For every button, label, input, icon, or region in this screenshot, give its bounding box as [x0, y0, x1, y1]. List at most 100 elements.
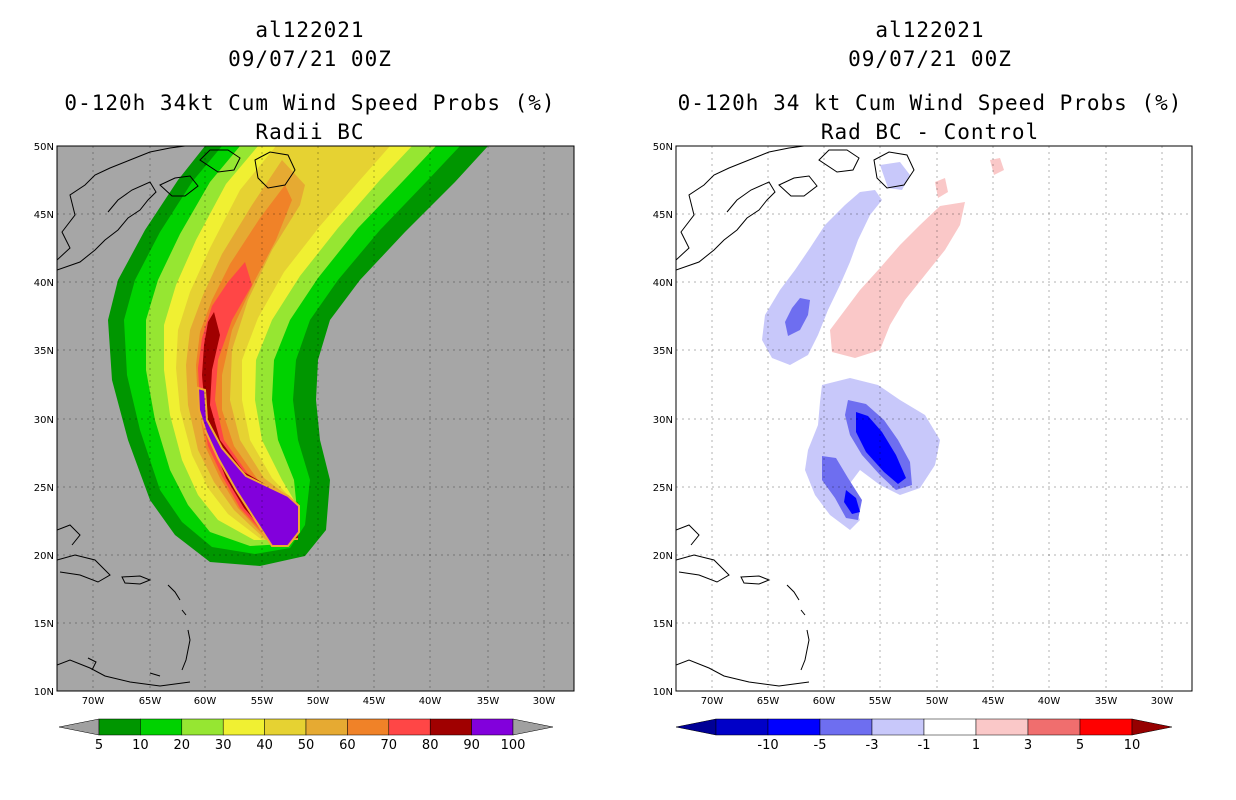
lon-label: 65W [757, 696, 780, 707]
left-colorbar-label: 30 [215, 738, 232, 753]
left-title: 0-120h 34kt Cum Wind Speed Probs (%) [64, 91, 556, 115]
right-colorbar-label: -1 [918, 738, 931, 753]
lat-label: 30N [653, 415, 673, 426]
lon-label: 45W [363, 696, 386, 707]
left-lon-labels: 70W 65W 60W 55W 50W 45W 40W 35W 30W [82, 696, 556, 707]
left-map-frame [56, 145, 575, 692]
left-colorbar-label: 60 [339, 738, 356, 753]
left-colorbar-swatch [222, 718, 265, 736]
pos-1-ne [935, 178, 948, 198]
right-colorbar-high-end [1131, 718, 1173, 736]
right-lat-labels: 50N 45N 40N 35N 30N 25N 20N 15N 10N [653, 142, 673, 698]
right-colorbar-label: -10 [757, 738, 778, 753]
right-colorbar-label: -3 [866, 738, 879, 753]
right-difference-field [762, 158, 1004, 530]
right-title: 0-120h 34 kt Cum Wind Speed Probs (%) [677, 91, 1183, 115]
right-graticule [676, 146, 1192, 691]
lat-label: 15N [34, 619, 54, 630]
lon-label: 70W [701, 696, 724, 707]
left-colorbar-label: 10 [132, 738, 149, 753]
left-colorbar: 5 10 20 30 40 50 60 70 80 90 100 [58, 718, 554, 753]
left-colorbar-label: 50 [298, 738, 315, 753]
lat-label: 50N [653, 142, 673, 153]
lon-label: 35W [1095, 696, 1118, 707]
lat-label: 45N [34, 210, 54, 221]
left-colorbar-swatch [140, 718, 183, 736]
right-subtitle: Rad BC - Control [820, 120, 1040, 144]
left-lat-labels: 50N 45N 40N 35N 30N 25N 20N 15N 10N [34, 142, 54, 698]
left-colorbar-swatch [98, 718, 141, 736]
lat-label: 10N [34, 687, 54, 698]
left-storm-id: al122021 [255, 18, 365, 42]
lat-label: 35N [34, 346, 54, 357]
right-colorbar-swatch [923, 718, 977, 736]
lon-label: 70W [82, 696, 105, 707]
lon-label: 55W [869, 696, 892, 707]
lat-label: 20N [34, 551, 54, 562]
left-colorbar-swatch [347, 718, 390, 736]
right-colorbar-low-end [675, 718, 717, 736]
left-colorbar-swatch [429, 718, 472, 736]
lat-label: 45N [653, 210, 673, 221]
right-colorbar-swatch [715, 718, 769, 736]
lon-label: 30W [1151, 696, 1174, 707]
lat-label: 35N [653, 346, 673, 357]
left-colorbar-swatch [181, 718, 224, 736]
right-colorbar-swatch [975, 718, 1029, 736]
left-colorbar-low-end [58, 718, 100, 736]
left-colorbar-label: 40 [256, 738, 273, 753]
right-colorbar-swatch [767, 718, 821, 736]
swath-100 [196, 386, 300, 547]
lon-label: 45W [982, 696, 1005, 707]
right-colorbar-swatch [819, 718, 873, 736]
lat-label: 25N [34, 483, 54, 494]
lon-label: 40W [419, 696, 442, 707]
left-date: 09/07/21 00Z [228, 47, 392, 71]
lat-label: 15N [653, 619, 673, 630]
left-coastlines [57, 146, 296, 687]
right-colorbar-swatch [871, 718, 925, 736]
left-colorbar-high-end [512, 718, 554, 736]
right-colorbar: -10 -5 -3 -1 1 3 5 10 [675, 718, 1173, 753]
right-colorbar-swatch [1027, 718, 1081, 736]
right-colorbar-label: 10 [1124, 738, 1141, 753]
right-colorbar-label: 5 [1076, 738, 1084, 753]
neg-5-south2 [844, 490, 860, 514]
left-graticule [57, 146, 574, 691]
neg-3-north [785, 298, 810, 336]
lat-label: 25N [653, 483, 673, 494]
neg-5-south [856, 412, 906, 484]
lat-label: 20N [653, 551, 673, 562]
left-colorbar-label: 70 [381, 738, 398, 753]
pos-1-ne2 [990, 158, 1004, 175]
right-lon-labels: 70W 65W 60W 55W 50W 45W 40W 35W 30W [701, 696, 1174, 707]
left-colorbar-label: 100 [501, 738, 526, 753]
left-colorbar-label: 80 [422, 738, 439, 753]
lat-label: 30N [34, 415, 54, 426]
left-colorbar-swatch [388, 718, 431, 736]
neg-1-nf [880, 162, 910, 190]
right-colorbar-swatch [1079, 718, 1133, 736]
right-colorbar-label: 1 [972, 738, 980, 753]
lon-label: 60W [813, 696, 836, 707]
right-coastlines [676, 146, 915, 687]
left-colorbar-swatch [471, 718, 514, 736]
left-colorbar-swatch [305, 718, 348, 736]
lon-label: 60W [194, 696, 217, 707]
lon-label: 50W [307, 696, 330, 707]
lat-label: 50N [34, 142, 54, 153]
lon-label: 40W [1038, 696, 1061, 707]
lon-label: 55W [251, 696, 274, 707]
right-date: 09/07/21 00Z [848, 47, 1012, 71]
left-subtitle: Radii BC [255, 120, 365, 144]
right-colorbar-label: 3 [1024, 738, 1032, 753]
lon-label: 50W [926, 696, 949, 707]
right-map [675, 145, 1193, 692]
lat-label: 40N [653, 278, 673, 289]
left-map [56, 145, 575, 692]
lon-label: 30W [533, 696, 556, 707]
left-colorbar-label: 20 [174, 738, 191, 753]
right-map-frame [675, 145, 1193, 692]
lon-label: 35W [477, 696, 500, 707]
